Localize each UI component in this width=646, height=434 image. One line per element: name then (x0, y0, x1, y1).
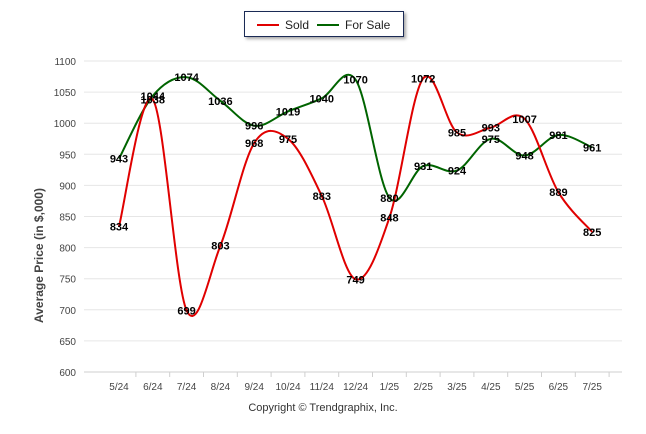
legend-swatch-for-sale (317, 24, 339, 26)
data-label: 948 (515, 151, 533, 163)
data-labels: 834 1038 699 803 968 975 883 749 848 1072 985 993 10… (110, 72, 602, 317)
y-tick-label: 800 (59, 244, 76, 255)
series-lines (118, 73, 593, 317)
x-tick-label: 6/25 (549, 382, 569, 393)
legend: Sold For Sale (244, 11, 404, 37)
data-label: 825 (583, 227, 601, 239)
y-tick-label: 650 (59, 337, 76, 348)
x-tick-label: 5/25 (515, 382, 535, 393)
data-label: 1036 (208, 96, 232, 108)
data-label: 943 (110, 154, 128, 166)
x-tick-label: 11/24 (310, 382, 335, 393)
x-tick-label: 1/25 (380, 382, 400, 393)
legend-item-for-sale[interactable]: For Sale (317, 17, 390, 33)
data-label: 981 (549, 130, 567, 142)
x-tick-label: 2/25 (413, 382, 433, 393)
x-tick-label: 12/24 (343, 382, 368, 393)
data-label: 996 (245, 121, 263, 133)
data-label: 975 (279, 134, 297, 146)
data-label: 985 (448, 128, 466, 140)
data-label: 749 (346, 274, 364, 286)
data-label: 931 (414, 161, 432, 173)
data-label: 1044 (141, 91, 166, 103)
data-label: 961 (583, 142, 601, 154)
x-tick-label: 6/24 (143, 382, 163, 393)
data-label: 1019 (276, 106, 300, 118)
series-line-for-sale (118, 73, 593, 202)
x-tick-label: 9/24 (244, 382, 264, 393)
data-label: 848 (380, 213, 398, 225)
x-tick-label: 7/25 (582, 382, 602, 393)
data-label: 1038 (141, 95, 165, 107)
y-axis-label: Average Price (in $,000) (32, 187, 46, 323)
legend-label-for-sale: For Sale (345, 18, 391, 32)
grid-lines (84, 60, 622, 373)
x-tick-label: 3/25 (447, 382, 467, 393)
y-tick-label: 700 (59, 306, 76, 317)
y-tick-label: 1000 (54, 119, 77, 130)
data-label: 968 (245, 138, 263, 150)
y-tick-labels: 600 650 700 750 800 850 900 950 1000 1050 1100 (54, 57, 77, 379)
y-tick-label: 1050 (54, 88, 77, 99)
legend-swatch-sold (257, 24, 279, 26)
x-tick-label: 7/24 (177, 382, 197, 393)
data-label: 834 (110, 221, 129, 233)
data-label: 993 (482, 123, 500, 135)
x-tick-label: 8/24 (211, 382, 231, 393)
data-label: 889 (549, 187, 567, 199)
x-tick-label: 5/24 (109, 382, 129, 393)
x-tick-label: 10/24 (275, 382, 300, 393)
y-tick-label: 900 (59, 181, 76, 192)
y-tick-label: 950 (59, 150, 76, 161)
y-tick-label: 850 (59, 213, 76, 224)
data-label: 1072 (411, 73, 435, 85)
data-label: 1074 (174, 72, 199, 84)
data-label: 924 (448, 165, 467, 177)
x-tick-labels: 5/24 6/24 7/24 8/24 9/24 10/24 11/24 12/24 1/25 2… (109, 372, 610, 393)
data-label: 880 (380, 193, 398, 205)
y-tick-label: 600 (59, 368, 76, 379)
data-label: 699 (177, 305, 195, 317)
data-label: 1070 (343, 75, 367, 87)
data-label: 1040 (310, 93, 334, 105)
y-tick-label: 1100 (54, 57, 76, 68)
data-label: 883 (313, 191, 331, 203)
data-label: 803 (211, 241, 229, 253)
series-line-sold (118, 75, 593, 317)
data-label: 975 (482, 134, 500, 146)
legend-item-sold[interactable]: Sold (257, 17, 309, 33)
data-label: 1007 (512, 114, 536, 126)
y-tick-label: 750 (59, 275, 76, 286)
legend-label-sold: Sold (285, 18, 310, 32)
copyright-text: Copyright © Trendgraphix, Inc. (248, 402, 398, 414)
x-tick-label: 4/25 (481, 382, 501, 393)
